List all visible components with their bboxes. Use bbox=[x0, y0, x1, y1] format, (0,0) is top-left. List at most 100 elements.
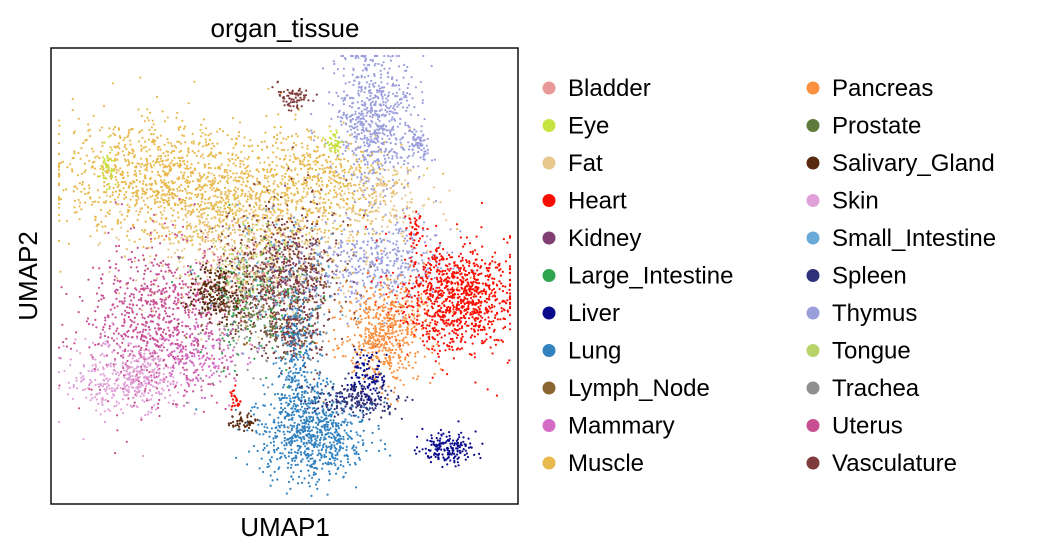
data-point bbox=[109, 151, 112, 154]
data-point bbox=[214, 217, 217, 220]
data-point bbox=[423, 118, 426, 121]
data-point bbox=[392, 165, 395, 168]
data-point bbox=[352, 345, 355, 348]
data-point bbox=[327, 192, 330, 195]
data-point bbox=[408, 214, 411, 217]
data-point bbox=[206, 275, 209, 278]
data-point bbox=[382, 189, 385, 192]
data-point bbox=[318, 167, 321, 170]
data-point bbox=[180, 171, 183, 174]
data-point bbox=[192, 142, 195, 145]
data-point bbox=[350, 248, 353, 252]
data-point bbox=[123, 193, 126, 196]
data-point bbox=[116, 181, 120, 184]
data-point bbox=[243, 136, 246, 139]
data-point bbox=[88, 187, 91, 190]
data-point bbox=[361, 103, 364, 106]
data-point bbox=[382, 281, 386, 284]
data-point bbox=[306, 147, 309, 150]
data-point bbox=[96, 189, 100, 192]
data-point bbox=[466, 297, 469, 301]
data-point bbox=[186, 221, 189, 224]
data-point bbox=[280, 218, 284, 221]
data-point bbox=[322, 197, 325, 201]
data-point bbox=[239, 165, 242, 168]
data-point bbox=[395, 260, 398, 263]
data-point bbox=[67, 242, 70, 245]
data-point bbox=[177, 164, 180, 167]
data-point bbox=[153, 198, 156, 201]
data-point bbox=[173, 251, 176, 255]
data-point bbox=[415, 282, 418, 285]
data-point bbox=[98, 196, 101, 199]
data-point bbox=[196, 215, 199, 218]
data-point bbox=[203, 221, 206, 224]
data-point bbox=[301, 228, 304, 231]
data-point bbox=[336, 68, 339, 71]
data-point bbox=[361, 217, 365, 220]
data-point bbox=[291, 201, 294, 204]
data-point bbox=[284, 154, 287, 157]
data-point bbox=[369, 103, 372, 107]
data-point bbox=[297, 259, 300, 262]
data-point bbox=[101, 225, 104, 228]
data-point bbox=[229, 190, 232, 193]
data-point bbox=[271, 160, 274, 164]
data-point bbox=[120, 181, 123, 184]
data-point bbox=[227, 200, 230, 204]
data-point bbox=[446, 251, 449, 254]
data-point bbox=[196, 202, 200, 206]
data-point bbox=[168, 233, 171, 236]
data-point bbox=[163, 120, 166, 123]
data-point bbox=[369, 125, 372, 128]
data-point bbox=[348, 168, 352, 171]
data-point bbox=[291, 221, 294, 224]
data-point bbox=[150, 126, 153, 129]
data-point bbox=[364, 228, 367, 231]
data-point bbox=[288, 97, 291, 100]
data-point bbox=[76, 174, 79, 177]
data-point bbox=[252, 323, 255, 326]
data-point bbox=[210, 245, 213, 248]
data-point bbox=[93, 160, 96, 163]
data-point bbox=[357, 163, 361, 166]
data-point bbox=[397, 65, 401, 68]
data-point bbox=[314, 295, 317, 298]
data-point bbox=[298, 231, 301, 234]
data-point bbox=[373, 150, 376, 153]
data-point bbox=[356, 219, 359, 222]
data-point bbox=[225, 179, 229, 183]
data-point bbox=[423, 241, 426, 244]
data-point bbox=[376, 134, 379, 137]
data-point bbox=[392, 242, 395, 245]
data-point bbox=[163, 182, 166, 185]
data-point bbox=[289, 235, 292, 238]
data-point bbox=[240, 328, 243, 331]
data-point bbox=[137, 197, 140, 200]
data-point bbox=[201, 187, 204, 190]
data-point bbox=[204, 240, 207, 243]
data-point bbox=[248, 170, 251, 173]
data-point bbox=[132, 180, 135, 183]
data-point bbox=[57, 197, 61, 200]
data-point bbox=[170, 180, 173, 183]
data-point bbox=[337, 276, 341, 279]
data-point bbox=[346, 262, 349, 265]
data-point bbox=[401, 235, 404, 238]
data-point bbox=[358, 166, 361, 169]
data-point bbox=[87, 123, 90, 126]
data-point bbox=[273, 168, 276, 171]
data-point bbox=[313, 228, 316, 231]
data-point bbox=[300, 305, 303, 308]
data-point bbox=[313, 277, 316, 280]
data-point bbox=[294, 182, 297, 185]
data-point bbox=[265, 251, 268, 254]
data-point bbox=[117, 153, 120, 156]
data-point bbox=[209, 180, 212, 183]
data-point bbox=[286, 319, 289, 322]
data-point bbox=[409, 130, 412, 133]
data-point bbox=[337, 158, 341, 161]
data-point bbox=[374, 257, 378, 260]
data-point bbox=[114, 176, 117, 179]
data-point bbox=[277, 90, 280, 94]
